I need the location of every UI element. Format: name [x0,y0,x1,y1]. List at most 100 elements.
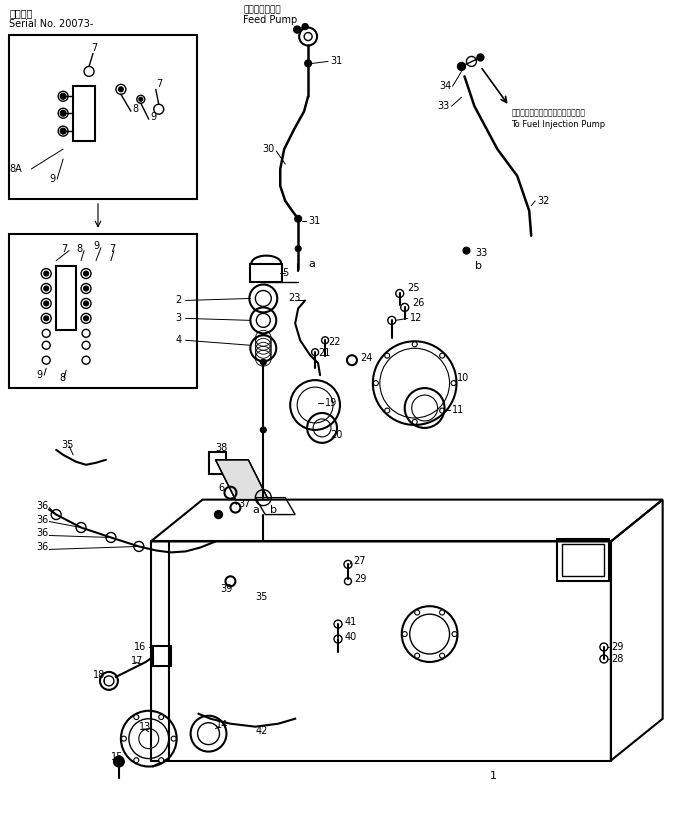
Circle shape [121,736,127,741]
Bar [9,233,196,388]
Text: b: b [270,505,278,514]
Circle shape [139,97,143,102]
Text: 3: 3 [175,314,182,324]
Text: 32: 32 [537,196,550,206]
Circle shape [134,758,139,762]
Circle shape [44,316,49,321]
Circle shape [439,408,445,413]
Text: 2: 2 [175,296,182,305]
Text: a: a [253,505,259,514]
Text: To Fuel Injection Pump: To Fuel Injection Pump [511,120,605,129]
Circle shape [373,381,378,386]
Text: 29: 29 [354,574,366,584]
Text: 13: 13 [139,722,151,731]
Text: 7: 7 [61,244,68,254]
Text: フィードポンプ: フィードポンプ [244,5,281,14]
Text: 7: 7 [156,79,162,89]
Bar [250,264,282,282]
Text: 33: 33 [475,247,487,258]
Circle shape [294,26,301,33]
Circle shape [171,736,176,741]
Text: 18: 18 [93,670,105,680]
Circle shape [402,631,408,636]
Text: 36: 36 [37,514,49,524]
Circle shape [385,353,390,358]
Text: 23: 23 [288,293,301,304]
Text: 11: 11 [452,405,464,415]
Text: 24: 24 [360,353,372,363]
Text: 27: 27 [353,556,366,567]
Text: 9: 9 [37,370,43,380]
Text: 30: 30 [262,144,275,154]
Circle shape [415,653,420,658]
Text: 21: 21 [318,348,330,358]
Circle shape [44,301,49,306]
Circle shape [385,408,390,413]
Text: 34: 34 [439,81,452,92]
Text: 39: 39 [221,584,233,595]
Circle shape [118,87,123,92]
Text: 14: 14 [215,720,227,730]
Circle shape [439,653,445,658]
Text: 8A: 8A [9,164,22,174]
Text: 31: 31 [308,215,320,226]
Text: 31: 31 [330,57,343,66]
Circle shape [452,631,457,636]
Text: 40: 40 [345,632,357,642]
Circle shape [477,54,484,61]
Text: 22: 22 [328,337,341,347]
Bar [562,545,604,577]
Circle shape [451,381,456,386]
Text: 9: 9 [49,174,56,184]
Bar [151,541,611,761]
Text: 37: 37 [238,499,250,509]
Circle shape [305,60,311,67]
Text: 29: 29 [611,642,624,652]
Circle shape [158,758,164,762]
Text: 20: 20 [330,430,343,440]
Bar [209,452,227,473]
Text: 6: 6 [219,482,225,493]
Circle shape [83,301,89,306]
Bar [557,540,609,581]
Text: 8: 8 [76,244,82,254]
Circle shape [83,316,89,321]
Text: 10: 10 [456,373,468,383]
Circle shape [134,715,139,720]
Text: Serial No. 20073-: Serial No. 20073- [9,19,93,29]
Text: 16: 16 [134,642,146,652]
Text: 38: 38 [215,443,227,453]
Text: 36: 36 [37,528,49,538]
Bar [56,265,76,330]
Text: a: a [308,259,315,269]
Circle shape [415,610,420,615]
Text: 15: 15 [111,752,123,762]
Text: 42: 42 [255,726,267,735]
Text: b: b [475,260,483,270]
Circle shape [60,93,66,99]
Text: 9: 9 [151,112,157,122]
Circle shape [215,510,223,518]
Text: 7: 7 [91,43,97,53]
Text: 36: 36 [37,542,49,553]
Circle shape [60,128,66,134]
Circle shape [114,757,124,767]
Text: 35: 35 [61,440,74,450]
Circle shape [458,62,466,70]
Text: 25: 25 [408,283,420,293]
Circle shape [412,419,417,424]
Bar [153,646,171,666]
Circle shape [439,610,445,615]
Circle shape [60,111,66,116]
Text: 5: 5 [282,268,288,278]
Circle shape [158,715,164,720]
Circle shape [302,24,308,29]
Text: 適用号機: 適用号機 [9,9,33,19]
Text: 7: 7 [109,244,115,254]
Text: 9: 9 [93,241,99,251]
Text: 17: 17 [131,656,144,666]
Circle shape [412,342,417,346]
Text: 41: 41 [345,618,357,627]
Circle shape [83,286,89,291]
Circle shape [463,247,470,254]
